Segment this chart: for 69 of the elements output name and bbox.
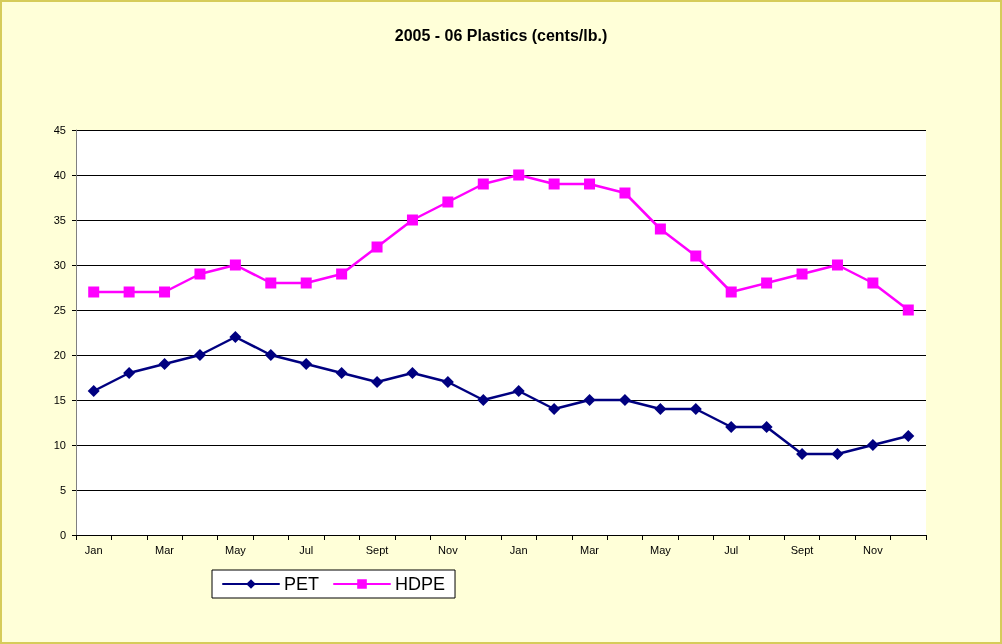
point: [441, 376, 454, 388]
y-tick-label: 45: [53, 124, 66, 136]
point: [761, 277, 773, 289]
point: [548, 403, 561, 415]
point: [477, 394, 490, 406]
x-tick-label: Nov: [438, 543, 459, 556]
legend-label: HDPE: [395, 574, 446, 594]
point: [87, 385, 100, 397]
point: [229, 331, 242, 343]
point: [406, 214, 418, 226]
legend-label: PET: [284, 574, 320, 594]
x-tick-label: Sept: [790, 543, 814, 556]
y-tick-label: 15: [53, 394, 66, 406]
point: [690, 250, 702, 262]
point: [371, 241, 383, 253]
point: [123, 286, 135, 298]
x-tick-label: Sept: [365, 543, 389, 556]
point: [513, 169, 525, 181]
point: [902, 430, 915, 442]
x-tick-label: Mar: [580, 543, 600, 556]
x-tick-label: Jan: [84, 543, 103, 556]
point: [619, 187, 631, 199]
x-tick-label: Jan: [509, 543, 528, 556]
y-tick-label: 5: [59, 484, 66, 496]
point: [336, 268, 348, 280]
point: [831, 448, 844, 460]
point: [725, 286, 737, 298]
point: [88, 286, 100, 298]
y-tick-label: 40: [53, 169, 66, 181]
point: [902, 304, 914, 316]
point: [300, 358, 313, 370]
point: [406, 367, 419, 379]
x-tick-label: Jul: [724, 543, 739, 556]
point: [654, 223, 666, 235]
point: [867, 277, 879, 289]
point: [548, 178, 560, 190]
y-tick-label: 30: [53, 259, 66, 271]
point: [371, 376, 384, 388]
point: [264, 349, 277, 361]
point: [796, 268, 808, 280]
point: [583, 394, 596, 406]
point: [123, 367, 136, 379]
point: [866, 439, 879, 451]
point: [300, 277, 312, 289]
y-tick-label: 10: [53, 439, 66, 451]
y-tick-label: 0: [59, 529, 66, 541]
point: [831, 259, 843, 271]
point: [760, 421, 773, 433]
point: [654, 403, 667, 415]
point: [584, 178, 596, 190]
x-tick-label: Mar: [155, 543, 175, 556]
point: [159, 286, 171, 298]
x-tick-label: Nov: [863, 543, 884, 556]
x-tick-label: May: [649, 543, 672, 556]
y-tick-label: 35: [53, 214, 66, 226]
point: [158, 358, 171, 370]
point: [335, 367, 348, 379]
x-tick-label: Jul: [299, 543, 314, 556]
point: [194, 268, 206, 280]
point: [477, 178, 489, 190]
x-tick-label: May: [224, 543, 247, 556]
y-tick-label: 20: [53, 349, 66, 361]
point: [442, 196, 454, 208]
point: [265, 277, 277, 289]
point: [512, 385, 525, 397]
point: [229, 259, 241, 271]
y-tick-label: 25: [53, 304, 66, 316]
chart-title: 2005 - 06 Plastics (cents/lb.): [394, 26, 608, 44]
point: [193, 349, 206, 361]
